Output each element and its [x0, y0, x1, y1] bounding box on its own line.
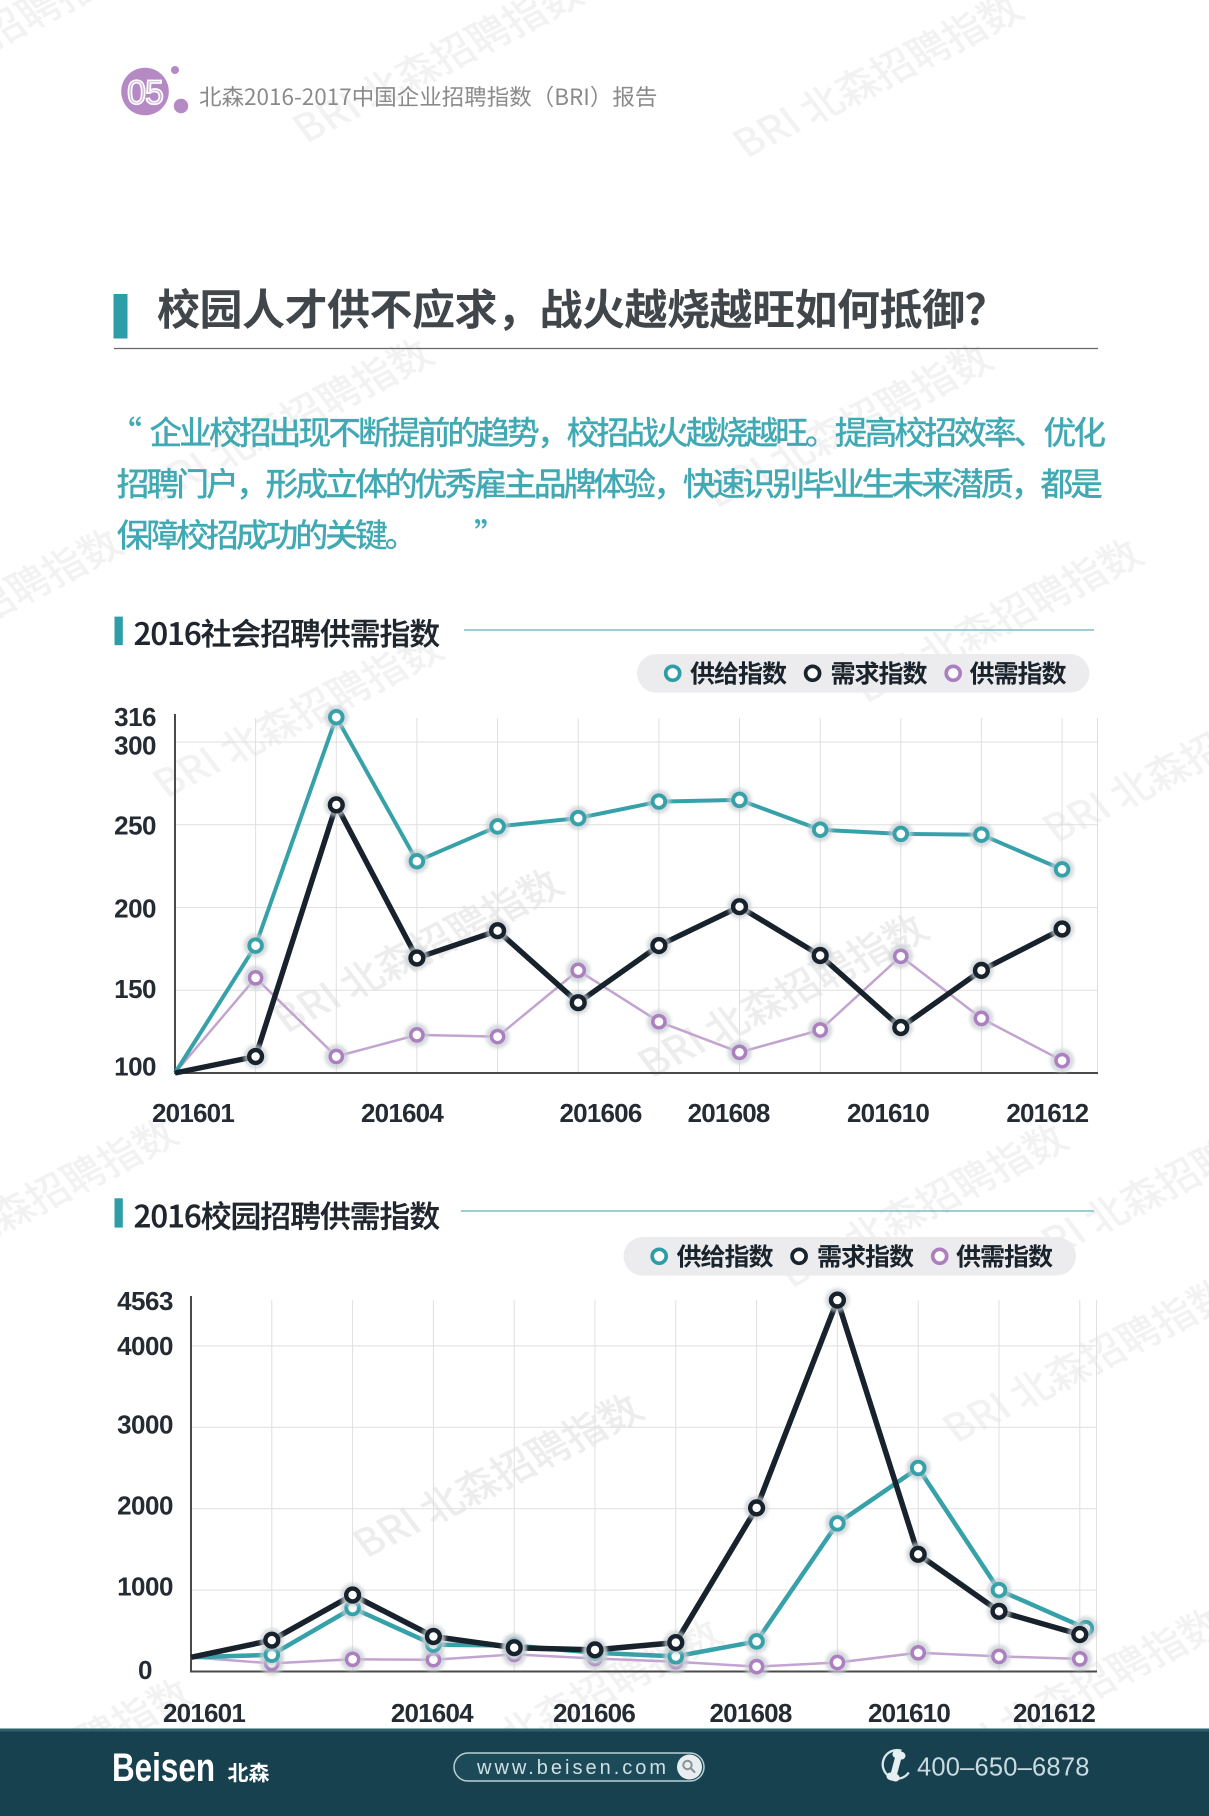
svg-text:0: 0 — [138, 1655, 152, 1685]
svg-text:05: 05 — [127, 74, 163, 112]
svg-text:250: 250 — [114, 810, 156, 840]
svg-text:300: 300 — [114, 730, 156, 760]
svg-text:201601: 201601 — [163, 1698, 245, 1728]
svg-text:201608: 201608 — [688, 1098, 770, 1128]
svg-text:201606: 201606 — [553, 1698, 635, 1728]
svg-text:100: 100 — [114, 1051, 156, 1081]
svg-text:201601: 201601 — [152, 1098, 234, 1128]
svg-text:2000: 2000 — [117, 1490, 173, 1520]
svg-text:400–650–6878: 400–650–6878 — [917, 1754, 1090, 1782]
svg-text:Beisen: Beisen — [112, 1746, 215, 1790]
svg-text:1000: 1000 — [117, 1571, 173, 1601]
svg-text:201612: 201612 — [1013, 1698, 1095, 1728]
svg-text:www.beisen.com: www.beisen.com — [476, 1757, 669, 1779]
svg-text:201610: 201610 — [847, 1098, 929, 1128]
svg-text:200: 200 — [114, 893, 156, 923]
svg-text:316: 316 — [114, 702, 156, 732]
svg-text:201610: 201610 — [868, 1698, 950, 1728]
svg-text:201604: 201604 — [391, 1698, 474, 1728]
svg-text:150: 150 — [114, 974, 156, 1004]
svg-text:4563: 4563 — [117, 1286, 173, 1316]
svg-text:4000: 4000 — [117, 1331, 173, 1361]
svg-text:201604: 201604 — [361, 1098, 444, 1128]
svg-text:201608: 201608 — [710, 1698, 792, 1728]
svg-text:201612: 201612 — [1006, 1098, 1088, 1128]
svg-text:3000: 3000 — [117, 1409, 173, 1439]
svg-text:201606: 201606 — [560, 1098, 642, 1128]
